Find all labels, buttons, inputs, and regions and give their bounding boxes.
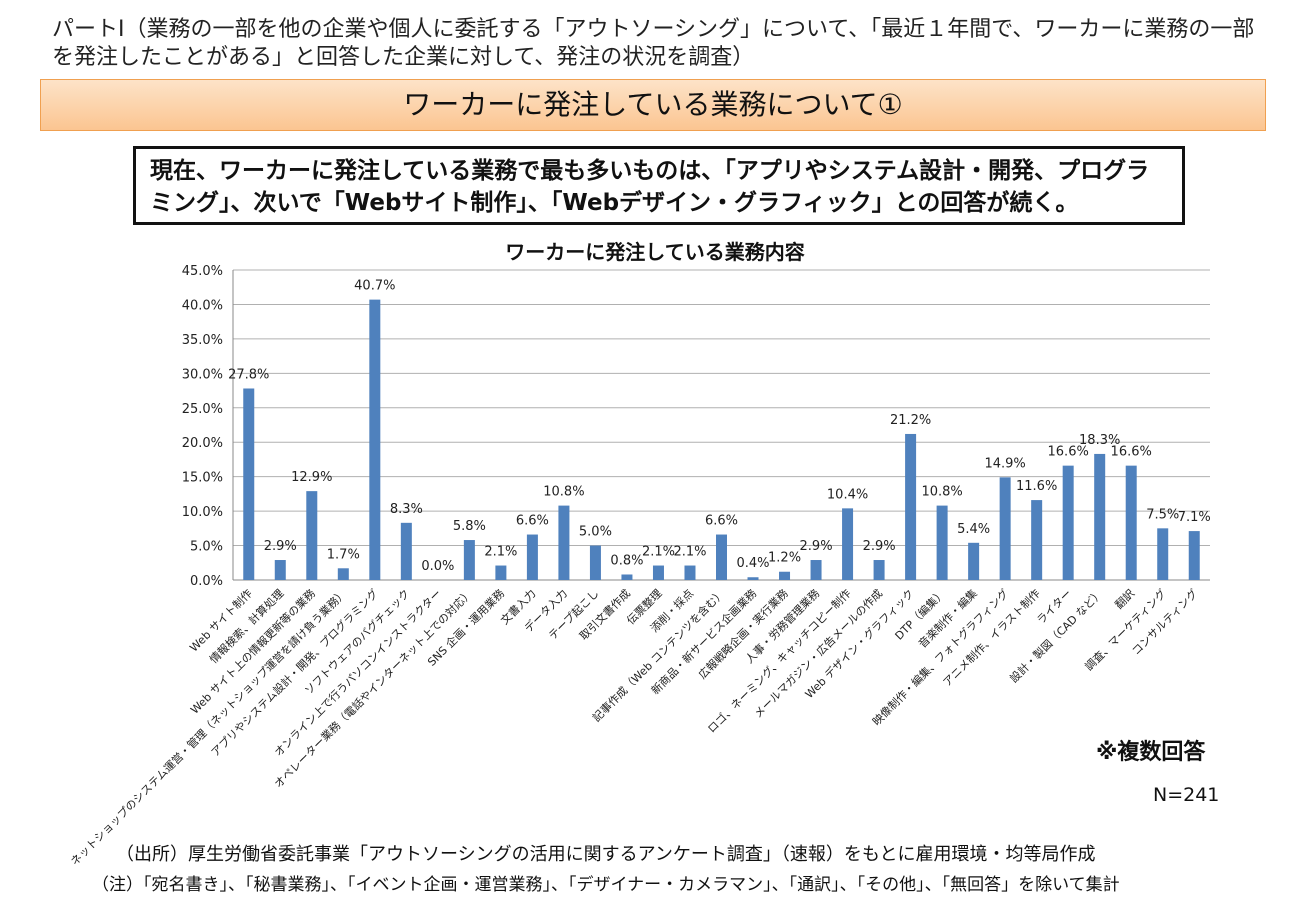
- bar: [463, 540, 475, 580]
- data-label: 12.9%: [291, 470, 332, 485]
- data-label: 16.6%: [1111, 445, 1152, 460]
- footnote: （注）「宛名書き」、「秘書業務」、「イベント企画・運営業務」、「デザイナー・カメ…: [92, 875, 1120, 895]
- data-label: 10.4%: [827, 487, 868, 502]
- y-tick-label: 0.0%: [190, 574, 223, 589]
- data-label: 0.4%: [737, 556, 770, 571]
- bar: [495, 565, 507, 580]
- bar: [621, 574, 633, 580]
- bar: [747, 577, 759, 580]
- category-label: Web サイト上の情報更新等の業務: [187, 586, 317, 716]
- data-label: 0.0%: [421, 559, 454, 574]
- bar: [999, 477, 1011, 580]
- data-label: 7.1%: [1178, 510, 1211, 525]
- data-label: 10.8%: [543, 485, 584, 500]
- data-label: 1.2%: [768, 551, 801, 566]
- y-tick-label: 25.0%: [182, 402, 223, 417]
- bar: [936, 505, 948, 580]
- bar: [716, 534, 727, 580]
- sample-size-note: N=241: [1153, 784, 1220, 806]
- data-label: 1.7%: [327, 547, 360, 562]
- bar: [684, 565, 696, 580]
- bar: [558, 505, 570, 580]
- data-label: 6.6%: [705, 514, 738, 529]
- data-label: 8.3%: [390, 502, 423, 517]
- bar: [1031, 500, 1043, 580]
- data-label: 6.6%: [516, 514, 549, 529]
- y-tick-label: 20.0%: [182, 436, 223, 451]
- data-label: 2.1%: [673, 545, 706, 560]
- data-label: 5.4%: [957, 522, 990, 537]
- bar: [842, 508, 854, 580]
- chart-title: ワーカーに発注している業務内容: [505, 240, 805, 264]
- y-tick-label: 30.0%: [182, 367, 223, 382]
- bar: [274, 560, 286, 580]
- y-tick-label: 10.0%: [182, 505, 223, 520]
- bar: [652, 565, 664, 580]
- data-label: 16.6%: [1048, 445, 1089, 460]
- bar: [337, 568, 349, 580]
- bar: [810, 560, 822, 580]
- data-label: 10.8%: [921, 485, 962, 500]
- bar: [1094, 453, 1106, 580]
- y-tick-label: 5.0%: [190, 540, 223, 555]
- data-label: 0.8%: [610, 553, 643, 568]
- data-label: 2.9%: [863, 539, 896, 554]
- banner-title: ワーカーに発注している業務について①: [40, 79, 1266, 131]
- bar: [589, 545, 601, 580]
- data-label: 11.6%: [1016, 479, 1057, 494]
- category-label: ロゴ、ネーミング、キャッチコピー制作: [704, 586, 853, 735]
- bar: [306, 491, 318, 580]
- data-label: 2.1%: [484, 545, 517, 560]
- data-label: 14.9%: [984, 456, 1025, 471]
- data-label: 2.1%: [642, 545, 675, 560]
- bar: [1157, 528, 1169, 580]
- category-label: 翻訳: [1112, 586, 1137, 611]
- summary-box: 現在、ワーカーに発注している業務で最も多いものは、「アプリやシステム設計・開発、…: [133, 146, 1185, 225]
- data-label: 40.7%: [354, 279, 395, 294]
- intro-text: パートⅠ（業務の一部を他の企業や個人に委託する「アウトソーシング」について、「最…: [52, 17, 1255, 70]
- data-label: 27.8%: [228, 367, 269, 382]
- multiple-answer-note: ※複数回答: [1096, 740, 1206, 765]
- data-label: 5.8%: [453, 519, 486, 534]
- bar: [905, 433, 917, 580]
- source-note: （出所）厚生労働省委託事業「アウトソーシングの活用に関するアンケート調査」（速報…: [116, 844, 1096, 865]
- y-tick-label: 40.0%: [182, 298, 223, 313]
- data-label: 21.2%: [890, 413, 931, 428]
- bar: [968, 542, 980, 580]
- bar: [873, 560, 885, 580]
- bar: [369, 299, 381, 580]
- bar: [243, 388, 255, 580]
- data-label: 18.3%: [1079, 433, 1120, 448]
- bar: [779, 571, 791, 580]
- y-tick-label: 45.0%: [182, 264, 223, 279]
- data-label: 2.9%: [264, 539, 297, 554]
- bar: [1062, 465, 1074, 580]
- bar: [526, 534, 538, 580]
- data-label: 2.9%: [800, 539, 833, 554]
- y-tick-label: 35.0%: [182, 333, 223, 348]
- bar: [1188, 531, 1200, 580]
- data-label: 5.0%: [579, 525, 612, 540]
- bar: [400, 522, 412, 580]
- data-label: 7.5%: [1146, 507, 1179, 522]
- y-tick-label: 15.0%: [182, 471, 223, 486]
- bar: [1125, 465, 1137, 580]
